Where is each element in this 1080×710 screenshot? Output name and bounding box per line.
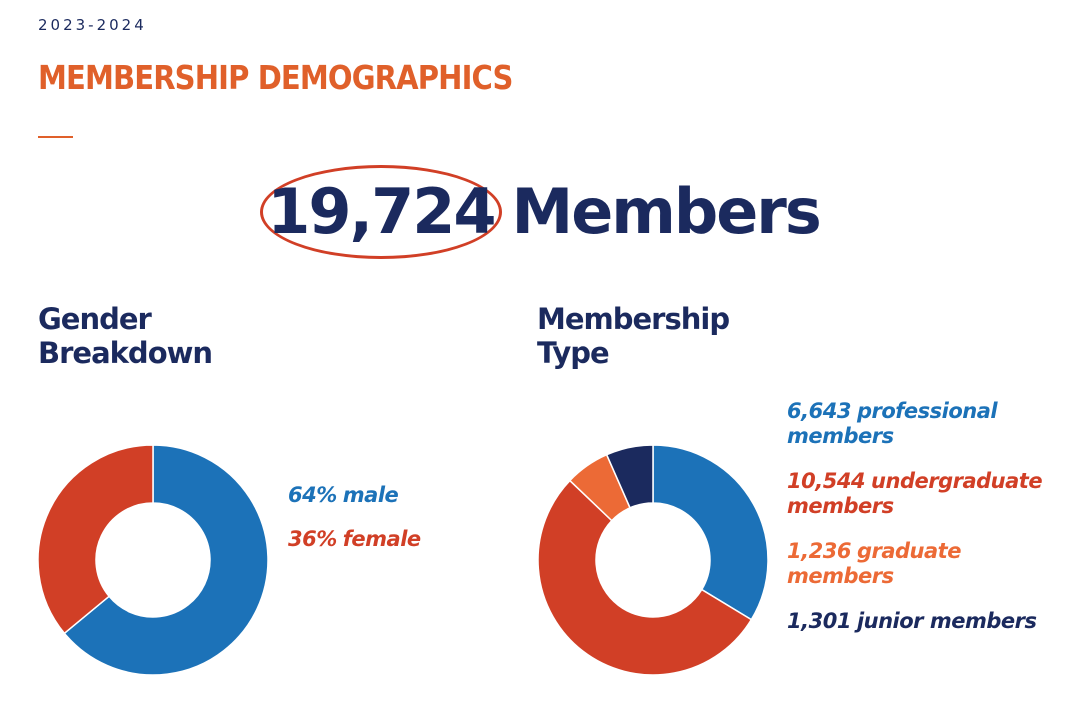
title-rule [38,136,73,138]
legend: 64% male 36% female [288,483,488,552]
value-label: 1,236 [787,539,851,563]
value-label: 64% [288,483,337,507]
legend-label: male [342,483,399,507]
value-label: 36% [288,527,337,551]
legend-item: 6,643 professional members [787,399,1037,449]
legend-item: 36% female [288,527,488,552]
value-label: 6,643 [787,399,851,423]
legend-label: professional members [787,399,998,448]
donut-slice [37,444,154,635]
period: 2023-2024 [38,16,147,34]
donut-slice [605,444,654,509]
legend-label: undergraduate members [787,469,1043,518]
value-label: 10,544 [787,469,866,493]
chart-title: Gender Breakdown [38,302,213,370]
chart-title: Membership Type [537,302,730,370]
member-label: Members [511,175,822,248]
legend-item: 10,544 undergraduate members [787,469,1043,519]
legend-item: 1,236 graduate members [787,539,1037,589]
legend-label: female [342,527,421,551]
legend: 6,643 professional members 10,544 undergrad… [787,399,1043,634]
donut-slice [63,444,269,676]
value-label: 1,301 [787,609,851,633]
donut-slice [652,444,769,621]
legend-item: 64% male [288,483,488,508]
legend-item: 1,301 junior members [787,609,1037,634]
page-title: MEMBERSHIP DEMOGRAPHICS [38,58,513,97]
member-count: 19,724 [260,165,502,259]
headline: 19,724 Members [0,165,1080,259]
donut-slice [537,479,753,676]
legend-label: junior members [856,609,1037,633]
legend-label: graduate members [787,539,961,588]
